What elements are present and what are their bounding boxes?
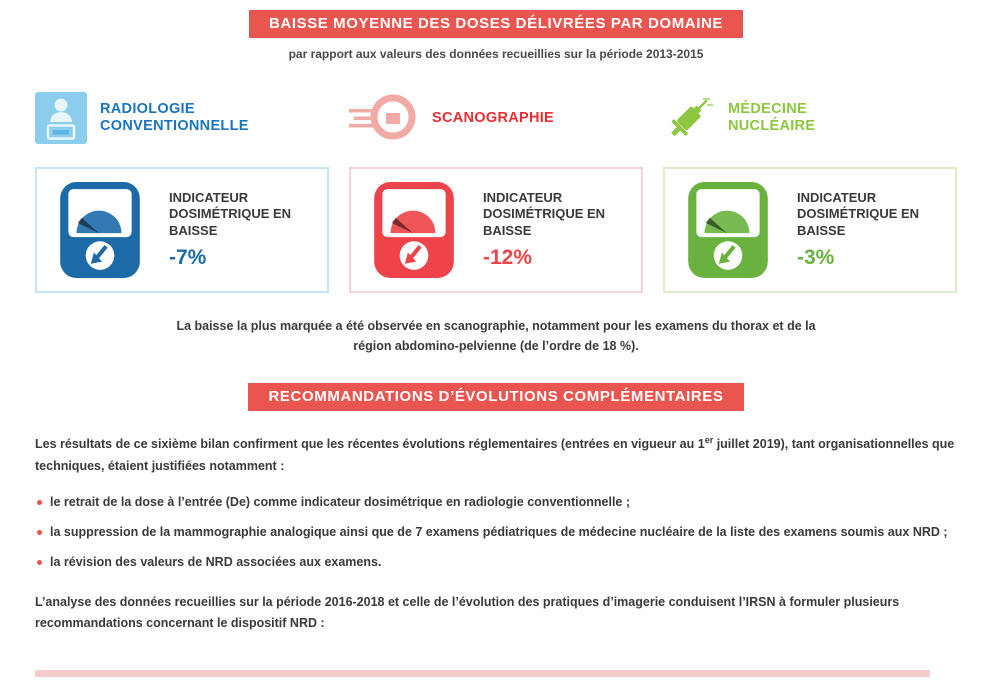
reference-period-subtitle: par rapport aux valeurs des données recu…	[288, 47, 704, 61]
domain-medecine-nucleaire: MÉDECINE NUCLÉAIRE	[663, 89, 957, 147]
syringe-icon	[671, 98, 713, 137]
recommendations-bullet-list: le retrait de la dose à l’entrée (De) co…	[35, 492, 957, 574]
recommendations-intro: Les résultats de ce sixième bilan confir…	[35, 433, 957, 478]
recommendations-title-banner: RECOMMANDATIONS D’ÉVOLUTIONS COMPLÉMENTA…	[248, 383, 744, 411]
indicator-label: INDICATEUR DOSIMÉTRIQUE EN BAISSE	[483, 190, 606, 238]
intro-text-start: Les résultats de ce sixième bilan confir…	[35, 437, 705, 452]
intro-text-end: juillet 2019), tant organisationnelles q…	[35, 437, 955, 474]
next-section-banner-edge	[35, 670, 930, 677]
indicator-boxes-row: INDICATEUR DOSIMÉTRIQUE EN BAISSE -7% IN…	[0, 167, 992, 293]
indicator-box-medecine-nucleaire: INDICATEUR DOSIMÉTRIQUE EN BAISSE -3%	[663, 167, 957, 293]
domains-row: RADIOLOGIE CONVENTIONNELLE SCANOGRAPHIE	[0, 89, 992, 147]
bullet-text: le retrait de la dose à l’entrée (De) co…	[50, 494, 631, 509]
bullet-text: la suppression de la mammographie analog…	[50, 524, 948, 539]
bullet-dot-icon	[37, 499, 42, 505]
domain-scanographie: SCANOGRAPHIE	[349, 89, 643, 147]
recommendations-body: Les résultats de ce sixième bilan confir…	[0, 433, 992, 635]
section-title-banner: BAISSE MOYENNE DES DOSES DÉLIVRÉES PAR D…	[248, 10, 744, 38]
highlight-paragraph: La baisse la plus marquée a été observée…	[176, 319, 816, 353]
xray-machine-icon	[35, 92, 87, 144]
intro-superscript: er	[704, 435, 714, 445]
list-item: la suppression de la mammographie analog…	[35, 522, 957, 544]
domain-label: RADIOLOGIE CONVENTIONNELLE	[100, 101, 249, 134]
dosimeter-gauge-icon	[60, 182, 140, 278]
ct-scanner-icon	[349, 94, 416, 140]
indicator-value: -7%	[169, 245, 207, 269]
indicator-label: INDICATEUR DOSIMÉTRIQUE EN BAISSE	[169, 190, 292, 238]
list-item: le retrait de la dose à l’entrée (De) co…	[35, 492, 957, 514]
recommendations-closing-paragraph: L’analyse des données recueillies sur la…	[35, 594, 900, 631]
bullet-dot-icon	[37, 559, 42, 565]
indicator-value: -12%	[483, 245, 533, 269]
dosimeter-gauge-icon	[374, 182, 454, 278]
bullet-dot-icon	[37, 529, 42, 535]
dosimeter-gauge-icon	[688, 182, 768, 278]
bullet-text: la révision des valeurs de NRD associées…	[50, 554, 382, 569]
indicator-box-scanographie: INDICATEUR DOSIMÉTRIQUE EN BAISSE -12%	[349, 167, 643, 293]
indicator-label: INDICATEUR DOSIMÉTRIQUE EN BAISSE	[797, 190, 920, 238]
indicator-value: -3%	[797, 245, 835, 269]
domain-label: SCANOGRAPHIE	[432, 109, 555, 126]
list-item: la révision des valeurs de NRD associées…	[35, 552, 957, 574]
domain-radiologie-conventionnelle: RADIOLOGIE CONVENTIONNELLE	[35, 89, 329, 147]
domain-label: MÉDECINE NUCLÉAIRE	[728, 101, 816, 134]
indicator-box-radiologie: INDICATEUR DOSIMÉTRIQUE EN BAISSE -7%	[35, 167, 329, 293]
